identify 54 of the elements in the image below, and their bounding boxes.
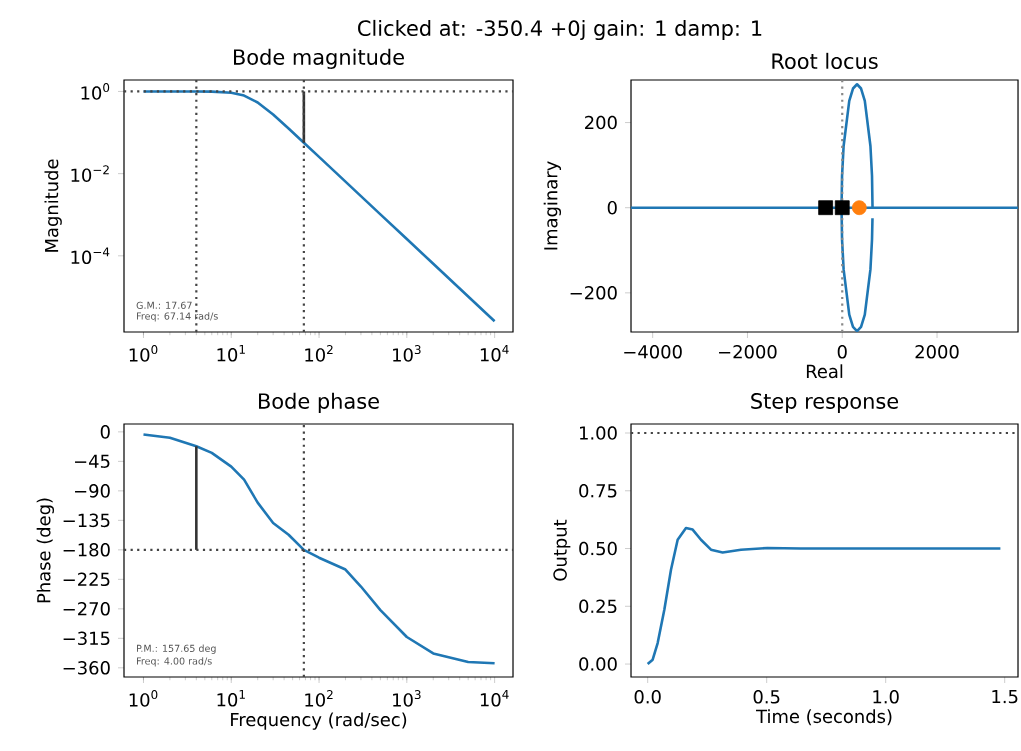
- y-tick-label: 0.25: [579, 599, 617, 614]
- x-tick-label: 10$^{1}$: [217, 690, 245, 707]
- x-tick-label: 0: [837, 345, 847, 359]
- x-tick-label: 10$^{2}$: [305, 690, 333, 707]
- y-tick-label: −45: [75, 454, 110, 469]
- y-tick-label: −315: [63, 631, 110, 646]
- x-tick-label: 10$^{3}$: [393, 690, 421, 707]
- x-tick-label: 10$^{4}$: [480, 690, 509, 707]
- x-axis-title: Time (seconds): [756, 709, 892, 726]
- y-axis-title: Magnitude: [44, 159, 62, 252]
- x-tick-label: −2000: [719, 345, 777, 359]
- x-tick-label: 1.0: [873, 690, 899, 704]
- y-tick-label: 10$^{−2}$: [71, 165, 109, 182]
- y-tick-label: −135: [63, 513, 110, 528]
- y-tick-label: 10$^{0}$: [81, 83, 110, 100]
- y-tick-label: −200: [570, 286, 617, 300]
- y-tick-label: 1.00: [580, 426, 617, 440]
- y-axis-title: Imaginary: [543, 161, 562, 250]
- y-tick-label: −360: [63, 661, 110, 675]
- x-axis-title: Real: [806, 364, 843, 379]
- annotation: G.M.: 17.67: [136, 301, 192, 309]
- x-tick-label: −4000: [624, 345, 682, 359]
- y-tick-label: −90: [75, 484, 110, 498]
- y-tick-label: 0: [607, 200, 617, 215]
- annotation: Freq: 4.00 rad/s: [137, 657, 212, 667]
- annotation: P.M.: 157.65 deg: [137, 644, 216, 654]
- y-tick-label: 0.50: [579, 541, 617, 556]
- y-tick-label: −270: [63, 602, 110, 616]
- x-tick-label: 2000: [915, 345, 959, 359]
- x-tick-label: 10$^{2}$: [305, 345, 333, 362]
- chart-title: Root locus: [772, 52, 878, 69]
- x-tick-label: 10$^{0}$: [129, 690, 158, 707]
- y-tick-label: −180: [63, 543, 110, 557]
- y-tick-label: 0.00: [579, 657, 617, 671]
- y-axis-title: Output: [553, 519, 571, 581]
- x-tick-label: 10$^{0}$: [129, 345, 158, 362]
- chart-title: Bode phase: [259, 392, 379, 413]
- x-tick-label: 0.0: [634, 690, 661, 704]
- x-tick-label: 10$^{1}$: [217, 345, 245, 362]
- x-axis-title: Frequency (rad/sec): [231, 712, 407, 730]
- y-tick-label: 200: [585, 115, 617, 130]
- x-tick-label: 10$^{4}$: [480, 345, 509, 362]
- y-tick-label: −225: [63, 572, 110, 587]
- y-tick-label: 0.75: [579, 483, 617, 498]
- y-axis-title: Phase (deg): [36, 498, 55, 603]
- chart-title: Step response: [751, 393, 899, 413]
- chart-title: Bode magnitude: [234, 48, 404, 69]
- x-tick-label: 10$^{3}$: [393, 345, 421, 362]
- y-tick-label: 10$^{−4}$: [71, 247, 110, 265]
- annotation: Freq: 67.14 rad/s: [137, 312, 218, 322]
- x-tick-label: 0.5: [753, 690, 780, 704]
- y-tick-label: 0: [100, 425, 110, 439]
- text: Clicked at: -350.4 +0j gain: 1 damp: 1: [358, 19, 762, 41]
- x-tick-label: 1.5: [992, 690, 1018, 704]
